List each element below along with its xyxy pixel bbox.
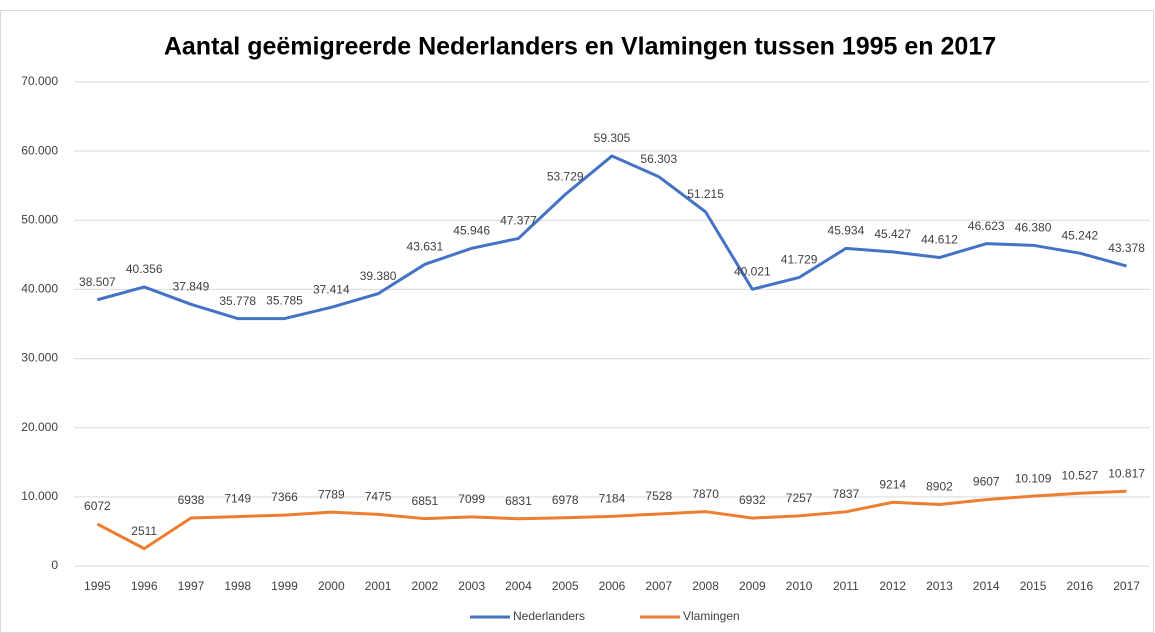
- data-label: 10.527: [1061, 468, 1098, 482]
- y-tick-label: 20.000: [21, 420, 58, 434]
- y-tick-label: 50.000: [21, 212, 58, 226]
- data-label: 40.356: [126, 262, 163, 276]
- data-label: 59.305: [594, 131, 631, 145]
- data-label: 7870: [692, 487, 719, 501]
- chart-border: [0, 10, 1154, 633]
- x-tick-label: 2014: [973, 579, 1000, 593]
- data-label: 6932: [739, 493, 766, 507]
- data-label: 7475: [365, 489, 392, 503]
- data-label: 45.242: [1061, 228, 1098, 242]
- data-label: 7099: [458, 492, 485, 506]
- data-label: 35.785: [266, 294, 303, 308]
- data-label: 6072: [84, 499, 111, 513]
- data-label: 37.414: [313, 282, 350, 296]
- x-tick-label: 2015: [1020, 579, 1047, 593]
- data-label: 7789: [318, 487, 345, 501]
- x-tick-label: 2010: [786, 579, 813, 593]
- data-label: 40.021: [734, 264, 771, 278]
- data-label: 51.215: [687, 187, 724, 201]
- data-label: 7528: [645, 489, 672, 503]
- data-label: 6938: [178, 493, 205, 507]
- x-tick-label: 2005: [552, 579, 579, 593]
- x-tick-label: 2012: [879, 579, 906, 593]
- data-label: 46.623: [968, 219, 1005, 233]
- y-tick-label: 40.000: [21, 282, 58, 296]
- x-tick-label: 2006: [599, 579, 626, 593]
- data-label: 37.849: [173, 279, 210, 293]
- x-tick-label: 2000: [318, 579, 345, 593]
- y-tick-label: 70.000: [21, 74, 58, 88]
- data-label: 2511: [131, 524, 157, 538]
- x-tick-label: 2016: [1066, 579, 1093, 593]
- x-tick-label: 1998: [224, 579, 251, 593]
- x-tick-label: 2002: [412, 579, 439, 593]
- data-label: 53.729: [547, 170, 584, 184]
- x-tick-label: 2007: [645, 579, 672, 593]
- y-tick-label: 0: [51, 558, 58, 572]
- data-label: 10.109: [1015, 471, 1052, 485]
- y-tick-label: 30.000: [21, 351, 58, 365]
- chart-title: Aantal geëmigreerde Nederlanders en Vlam…: [164, 33, 996, 61]
- data-label: 7184: [599, 491, 626, 505]
- x-tick-label: 2011: [833, 579, 859, 593]
- data-label: 46.380: [1015, 220, 1052, 234]
- data-label: 7837: [833, 487, 860, 501]
- data-label: 45.934: [828, 224, 865, 238]
- data-label: 35.778: [219, 294, 256, 308]
- data-label: 45.427: [874, 227, 911, 241]
- data-label: 8902: [926, 480, 953, 494]
- x-tick-label: 1999: [271, 579, 298, 593]
- data-label: 43.378: [1108, 241, 1145, 255]
- data-label: 6978: [552, 493, 579, 507]
- legend-label: Vlamingen: [683, 609, 740, 623]
- x-tick-label: 2013: [926, 579, 953, 593]
- data-label: 9607: [973, 475, 1000, 489]
- data-label: 7149: [224, 492, 251, 506]
- data-label: 7366: [271, 490, 298, 504]
- y-tick-label: 60.000: [21, 143, 58, 157]
- x-tick-label: 2008: [692, 579, 719, 593]
- data-label: 47.377: [500, 214, 537, 228]
- x-tick-label: 1997: [178, 579, 205, 593]
- x-tick-label: 2017: [1113, 579, 1140, 593]
- x-tick-label: 2004: [505, 579, 532, 593]
- data-label: 45.946: [453, 223, 490, 237]
- y-tick-label: 10.000: [21, 489, 58, 503]
- data-label: 10.817: [1108, 466, 1145, 480]
- legend-label: Nederlanders: [513, 609, 585, 623]
- x-tick-label: 1996: [131, 579, 158, 593]
- data-label: 39.380: [360, 269, 397, 283]
- data-label: 56.303: [640, 152, 677, 166]
- data-label: 44.612: [921, 233, 958, 247]
- data-label: 43.631: [407, 239, 444, 253]
- series-line: [96, 154, 1128, 321]
- series-line: [96, 489, 1127, 551]
- data-label: 41.729: [781, 253, 818, 267]
- x-tick-label: 1995: [84, 579, 111, 593]
- data-label: 9214: [879, 477, 906, 491]
- data-label: 6851: [412, 494, 439, 508]
- x-tick-label: 2009: [739, 579, 766, 593]
- data-label: 6831: [505, 494, 532, 508]
- x-tick-label: 2003: [458, 579, 485, 593]
- x-tick-label: 2001: [365, 579, 392, 593]
- data-label: 38.507: [79, 275, 116, 289]
- data-label: 7257: [786, 491, 813, 505]
